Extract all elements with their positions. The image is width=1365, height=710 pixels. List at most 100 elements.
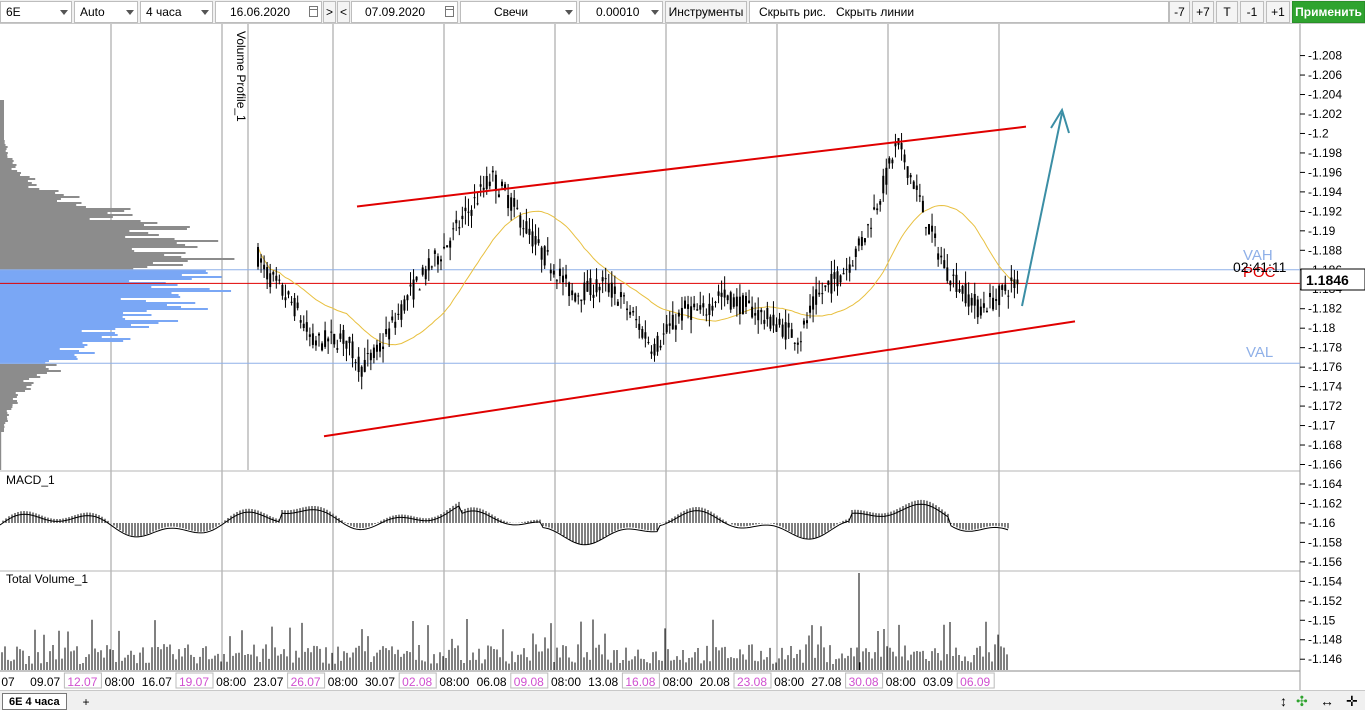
profile-bar <box>0 420 8 422</box>
profile-bar <box>0 160 14 162</box>
profile-bar <box>0 170 18 172</box>
crosshair-icon[interactable]: ✛ <box>1346 693 1358 709</box>
profile-bar <box>0 458 2 460</box>
candle <box>568 282 571 297</box>
zoom-minus7-button[interactable]: -7 <box>1169 1 1190 23</box>
date-from-input[interactable]: 16.06.2020 <box>215 1 322 23</box>
candle <box>275 275 278 281</box>
profile-bar <box>0 266 148 268</box>
chart-type-select[interactable]: Свечи <box>460 1 577 23</box>
channel-lower-line <box>323 320 1076 438</box>
t-button[interactable]: T <box>1216 1 1238 23</box>
price-chart[interactable]: -1.208 -1.206 -1.204 -1.202 -1.2 -1.198 -1.196… <box>0 24 1365 690</box>
profile-bar <box>0 396 17 398</box>
price-axis: -1.208 -1.206 -1.204 -1.202 -1.2 -1.198 -1.196… <box>1300 24 1365 690</box>
vah-label: VAH <box>1243 247 1273 264</box>
candle <box>955 274 958 292</box>
profile-bar <box>0 120 4 122</box>
add-tab-button[interactable]: + <box>82 694 90 709</box>
profile-bar <box>0 464 2 466</box>
candle <box>513 198 516 207</box>
profile-bar <box>0 156 8 158</box>
profile-bar <box>0 280 130 282</box>
candle <box>555 280 558 282</box>
chart-grid <box>0 24 1301 690</box>
profile-bar <box>0 294 179 296</box>
profile-bar <box>0 208 131 210</box>
candle <box>989 293 991 298</box>
candle <box>818 292 821 295</box>
hide-drawings-button[interactable]: Скрыть рис. <box>759 5 827 19</box>
volume-profile-label: Volume Profile_1 <box>234 31 248 122</box>
mode-select[interactable]: Auto <box>74 1 138 23</box>
tick-size-value: 0.00010 <box>596 5 640 19</box>
profile-bar <box>0 190 59 192</box>
profile-bar <box>0 178 36 180</box>
candle <box>366 353 369 355</box>
apply-button[interactable]: Применить <box>1292 1 1365 23</box>
channel-upper-line <box>356 125 1027 208</box>
time-highlight-box <box>510 672 549 689</box>
candle <box>726 295 729 301</box>
candle <box>915 185 918 190</box>
date-to-input[interactable]: 07.09.2020 <box>351 1 458 23</box>
candle <box>845 268 848 270</box>
candle <box>388 328 391 340</box>
symbol-select[interactable]: 6E <box>0 1 72 23</box>
profile-bar <box>0 110 4 112</box>
candle <box>751 306 754 318</box>
candle <box>738 296 741 315</box>
time-tick-label: 06.08 <box>477 675 507 689</box>
candle <box>790 329 793 338</box>
profile-bar <box>0 322 159 324</box>
time-highlight-box <box>733 672 772 689</box>
moving-average-line <box>257 204 1018 346</box>
profile-bar <box>0 164 17 166</box>
profile-bar <box>0 130 4 132</box>
profile-bar <box>0 268 134 270</box>
candle <box>436 256 439 265</box>
profile-bar <box>0 344 88 346</box>
nav-next-button[interactable]: > <box>323 1 336 23</box>
profile-bar <box>0 244 186 246</box>
nav-prev-label: < <box>339 5 347 19</box>
profile-bar <box>0 374 37 376</box>
candle <box>876 208 879 211</box>
profile-bar <box>0 224 144 226</box>
chart-tab[interactable]: 6E 4 часа <box>2 693 67 710</box>
nav-prev-button[interactable]: < <box>337 1 350 23</box>
minus1-button[interactable]: -1 <box>1240 1 1264 23</box>
candle <box>375 344 378 352</box>
resize-vertical-icon[interactable]: ↕ <box>1280 693 1287 709</box>
profile-bar <box>0 394 18 396</box>
candle <box>443 246 446 249</box>
candle <box>778 318 781 325</box>
instruments-button[interactable]: Инструменты <box>665 1 747 23</box>
candle <box>623 295 625 297</box>
candle <box>574 293 577 302</box>
fit-screen-icon[interactable]: ✣ <box>1296 693 1308 709</box>
profile-bar <box>0 416 7 418</box>
candle <box>1007 295 1010 297</box>
candle <box>937 253 940 260</box>
time-tick-label: 06.09 <box>960 675 990 689</box>
current-price-box <box>1300 268 1365 291</box>
chart-area[interactable]: -1.208 -1.206 -1.204 -1.202 -1.2 -1.198 -1.196… <box>0 24 1365 690</box>
profile-bar <box>0 226 190 228</box>
resize-horizontal-icon[interactable]: ↔ <box>1320 693 1334 709</box>
candle <box>479 184 482 187</box>
plus1-button[interactable]: +1 <box>1266 1 1290 23</box>
profile-bar <box>0 118 4 120</box>
drawings[interactable] <box>323 107 1076 438</box>
zoom-plus7-button[interactable]: +7 <box>1192 1 1214 23</box>
candle <box>305 322 308 332</box>
hide-lines-button[interactable]: Скрыть линии <box>836 5 915 19</box>
timeframe-select[interactable]: 4 часа <box>140 1 213 23</box>
tick-size-select[interactable]: 0.00010 <box>579 1 663 23</box>
price-tick-label: -1.172 <box>1308 399 1342 413</box>
candle <box>430 266 433 268</box>
candle <box>958 289 961 292</box>
candle <box>516 207 519 209</box>
price-tick-label: -1.2 <box>1308 126 1329 140</box>
profile-bar <box>0 126 4 128</box>
